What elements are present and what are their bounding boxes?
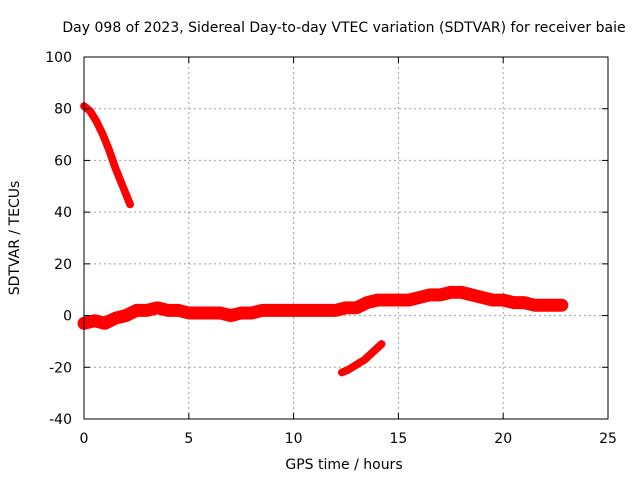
data-point: [345, 366, 352, 373]
y-tick-label: -20: [49, 360, 72, 376]
data-point: [143, 307, 150, 314]
data-point: [122, 312, 129, 319]
y-tick-label: 80: [54, 102, 72, 118]
data-point: [426, 291, 433, 298]
x-tick-label: 0: [80, 431, 89, 447]
x-tick-label: 20: [494, 431, 512, 447]
data-point: [374, 297, 381, 304]
data-point: [248, 309, 255, 316]
series-line: [80, 102, 134, 209]
data-point: [361, 356, 368, 363]
data-point: [301, 307, 308, 314]
data-point: [106, 147, 113, 154]
data-point: [311, 307, 318, 314]
data-point: [437, 291, 444, 298]
data-point: [479, 294, 486, 301]
chart-title: Day 098 of 2023, Sidereal Day-to-day VTE…: [62, 20, 625, 36]
data-point: [112, 165, 119, 172]
data-point: [93, 118, 100, 125]
y-tick-label: -40: [49, 412, 72, 428]
data-point: [405, 297, 412, 304]
data-point: [552, 302, 559, 309]
data-point: [91, 317, 98, 324]
series-upper-decline: [80, 102, 134, 209]
data-point: [395, 297, 402, 304]
data-point: [269, 307, 276, 314]
data-point: [558, 302, 565, 309]
data-point: [353, 304, 360, 311]
data-point: [489, 297, 496, 304]
data-point: [238, 309, 245, 316]
data-point: [164, 307, 171, 314]
y-tick-label: 0: [63, 309, 72, 325]
series-main-trace: [77, 285, 569, 330]
data-point: [416, 294, 423, 301]
data-point: [196, 309, 203, 316]
x-tick-label: 25: [599, 431, 617, 447]
data-point: [112, 315, 119, 322]
x-tick-label: 10: [285, 431, 303, 447]
y-tick-label: 60: [54, 153, 72, 169]
data-point: [101, 320, 108, 327]
tick-label-layer: 0 5 10 15 20 25 -40 -20 0 20 40 60 80 100: [45, 50, 617, 447]
data-point: [370, 348, 377, 355]
x-tick-label: 5: [184, 431, 193, 447]
data-point: [378, 341, 385, 348]
data-point: [510, 299, 517, 306]
data-point: [332, 307, 339, 314]
y-tick-label: 40: [54, 205, 72, 221]
data-point: [127, 201, 134, 208]
data-point: [87, 108, 94, 115]
x-axis-label: GPS time / hours: [285, 457, 402, 473]
data-point: [542, 302, 549, 309]
data-point: [118, 180, 125, 187]
y-axis-label: SDTVAR / TECUs: [7, 181, 23, 296]
data-point: [447, 289, 454, 296]
series-layer: [77, 102, 569, 377]
data-point: [384, 297, 391, 304]
data-point: [353, 361, 360, 368]
data-point: [322, 307, 329, 314]
y-tick-label: 20: [54, 257, 72, 273]
data-point: [531, 302, 538, 309]
data-point: [500, 297, 507, 304]
plot-frame: [83, 56, 609, 420]
data-point: [217, 309, 224, 316]
data-point: [175, 307, 182, 314]
grid-layer: [84, 57, 608, 419]
data-point: [154, 304, 161, 311]
data-point: [99, 131, 106, 138]
data-point: [290, 307, 297, 314]
y-tick-label: 100: [45, 50, 72, 66]
data-point: [185, 309, 192, 316]
data-point: [206, 309, 213, 316]
data-point: [259, 307, 266, 314]
data-point: [521, 299, 528, 306]
data-point: [468, 291, 475, 298]
series-lower-arc: [337, 340, 386, 377]
tick-layer: [83, 56, 609, 420]
data-point: [122, 191, 129, 198]
data-point: [458, 289, 465, 296]
data-point: [363, 299, 370, 306]
data-point: [343, 304, 349, 311]
data-point: [338, 369, 345, 376]
data-point: [227, 312, 234, 319]
data-point: [133, 307, 140, 314]
x-tick-label: 15: [389, 431, 407, 447]
data-point: [280, 307, 287, 314]
